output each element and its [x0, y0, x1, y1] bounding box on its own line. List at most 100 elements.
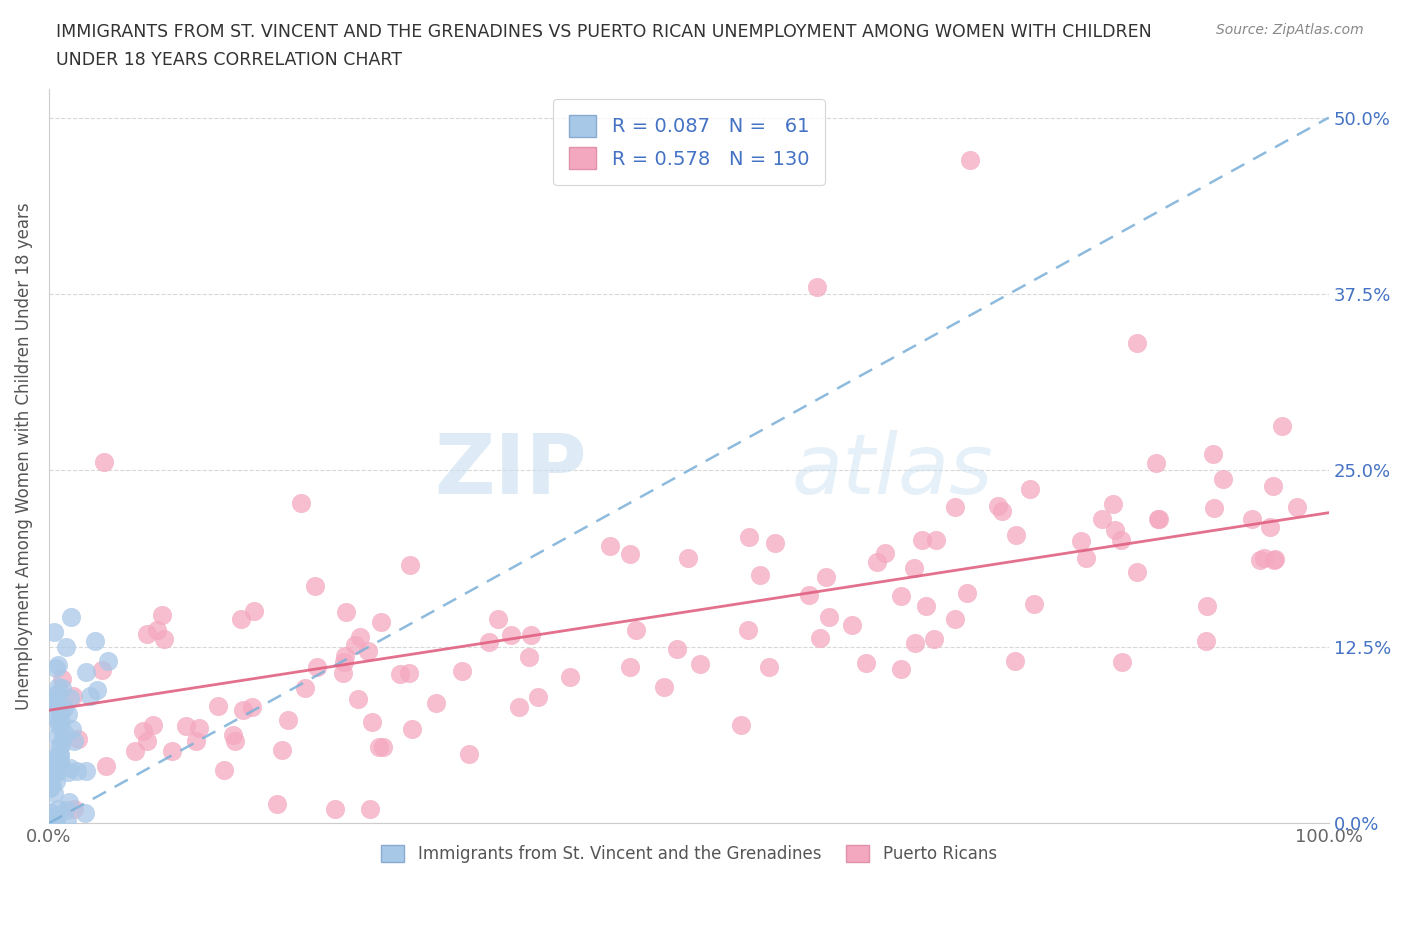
Point: [1271, 418, 1294, 433]
Point: [1091, 512, 1114, 527]
Point: [666, 642, 689, 657]
Point: [55, 727, 77, 742]
Point: [1004, 654, 1026, 669]
Point: [343, 637, 366, 652]
Point: [1144, 456, 1167, 471]
Point: [332, 655, 354, 670]
Point: [39, 693, 62, 708]
Point: [943, 611, 966, 626]
Point: [240, 700, 263, 715]
Text: Source: ZipAtlas.com: Source: ZipAtlas.com: [1216, 23, 1364, 37]
Point: [45, 774, 67, 789]
Point: [271, 743, 294, 758]
Point: [599, 539, 621, 554]
Point: [1261, 479, 1284, 494]
Point: [97, 653, 120, 668]
Point: [58, 707, 80, 722]
Point: [44, 786, 66, 801]
Point: [1070, 533, 1092, 548]
Point: [508, 699, 530, 714]
Point: [53, 700, 76, 715]
Point: [1202, 501, 1225, 516]
Point: [1102, 496, 1125, 511]
Point: [45, 814, 67, 829]
Point: [855, 656, 877, 671]
Point: [39, 764, 62, 778]
Point: [914, 599, 936, 614]
Point: [1109, 532, 1132, 547]
Point: [904, 636, 927, 651]
Point: [373, 739, 395, 754]
Point: [59, 691, 82, 706]
Point: [46, 687, 69, 702]
Text: IMMIGRANTS FROM ST. VINCENT AND THE GRENADINES VS PUERTO RICAN UNEMPLOYMENT AMON: IMMIGRANTS FROM ST. VINCENT AND THE GREN…: [56, 23, 1152, 41]
Point: [86, 683, 108, 698]
Point: [56, 764, 79, 779]
Point: [46, 680, 69, 695]
Point: [75, 806, 97, 821]
Point: [60, 609, 83, 624]
Point: [150, 607, 173, 622]
Point: [347, 691, 370, 706]
Point: [55, 640, 77, 655]
Point: [1263, 552, 1285, 567]
Point: [290, 496, 312, 511]
Point: [526, 690, 548, 705]
Point: [689, 657, 711, 671]
Point: [266, 797, 288, 812]
Point: [39, 691, 62, 706]
Point: [45, 765, 67, 780]
Point: [730, 717, 752, 732]
Point: [304, 578, 326, 593]
Point: [987, 498, 1010, 513]
Point: [520, 627, 543, 642]
Point: [243, 604, 266, 618]
Point: [323, 802, 346, 817]
Point: [84, 633, 107, 648]
Y-axis label: Unemployment Among Women with Children Under 18 years: Unemployment Among Women with Children U…: [15, 203, 32, 711]
Point: [39, 753, 62, 768]
Point: [45, 749, 67, 764]
Point: [1212, 472, 1234, 486]
Point: [519, 649, 541, 664]
Point: [153, 631, 176, 646]
Point: [425, 696, 447, 711]
Point: [335, 604, 357, 619]
Point: [90, 663, 112, 678]
Point: [360, 714, 382, 729]
Point: [1202, 446, 1225, 461]
Point: [1241, 512, 1264, 526]
Point: [1249, 553, 1271, 568]
Point: [401, 722, 423, 737]
Point: [42, 695, 65, 710]
Text: UNDER 18 YEARS CORRELATION CHART: UNDER 18 YEARS CORRELATION CHART: [56, 51, 402, 69]
Point: [46, 802, 69, 817]
Point: [451, 663, 474, 678]
Point: [59, 761, 82, 776]
Point: [277, 712, 299, 727]
Point: [60, 722, 83, 737]
Point: [399, 557, 422, 572]
Point: [357, 644, 380, 658]
Point: [52, 729, 75, 744]
Point: [818, 609, 841, 624]
Point: [136, 733, 159, 748]
Point: [758, 659, 780, 674]
Point: [890, 588, 912, 603]
Legend: Immigrants from St. Vincent and the Grenadines, Puerto Ricans: Immigrants from St. Vincent and the Gren…: [374, 838, 1004, 870]
Point: [1104, 522, 1126, 537]
Text: ZIP: ZIP: [434, 431, 586, 512]
Point: [48, 718, 70, 733]
Point: [51, 715, 73, 730]
Point: [42, 625, 65, 640]
Point: [943, 500, 966, 515]
Point: [45, 660, 67, 675]
Point: [75, 665, 97, 680]
Point: [1024, 597, 1046, 612]
Point: [44, 812, 66, 827]
Point: [66, 764, 89, 778]
Point: [184, 734, 207, 749]
Point: [457, 747, 479, 762]
Point: [207, 698, 229, 713]
Point: [1197, 598, 1219, 613]
